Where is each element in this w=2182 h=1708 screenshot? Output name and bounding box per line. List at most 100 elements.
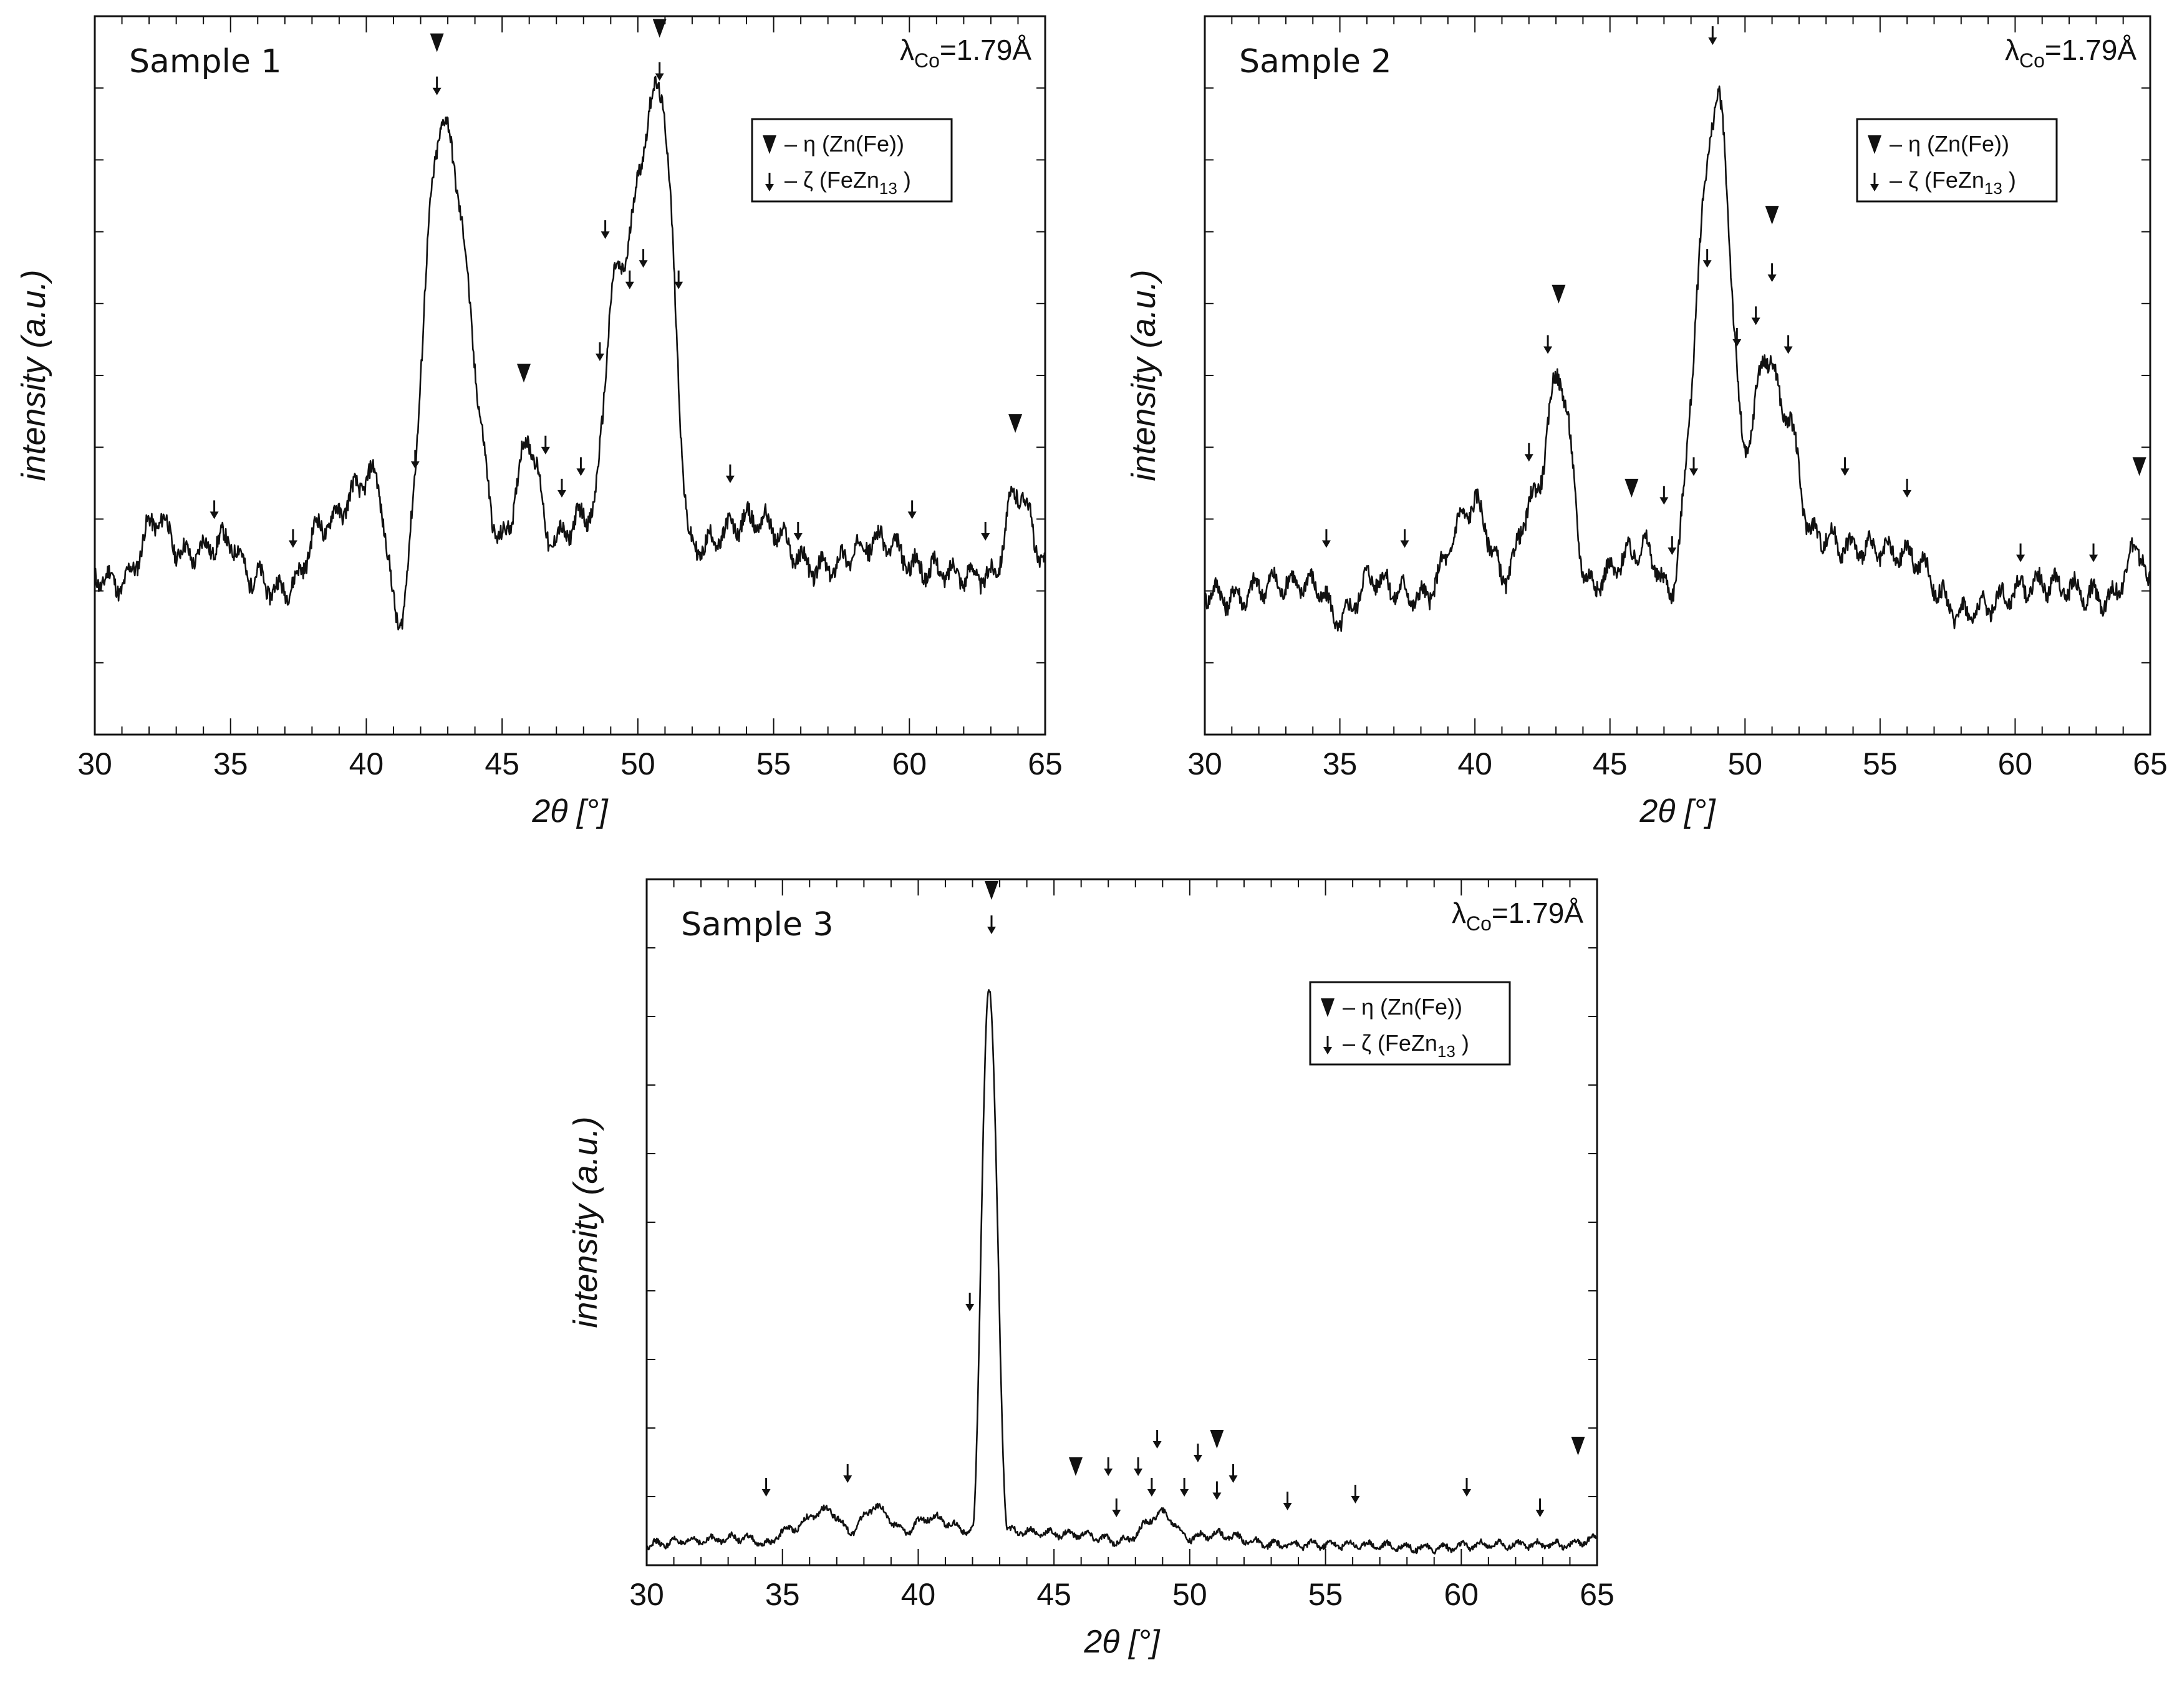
zeta-peak-marker: [1732, 327, 1742, 347]
zeta-peak-marker: [1351, 1485, 1360, 1503]
wavelength-label: λCo=1.79Å: [900, 34, 1031, 72]
legend-zeta-label: – ζ (FeZn13 ): [1343, 1030, 1469, 1061]
eta-peak-marker: [1210, 1430, 1224, 1449]
legend-eta-label: – η (Zn(Fe)): [784, 131, 904, 157]
x-tick-label: 50: [1727, 746, 1762, 781]
zeta-peak-marker: [1689, 457, 1698, 476]
y-axis: [95, 87, 1045, 663]
chart-panel-sample-1: 30 35 40 45 50 55 60 65 2θ [°] intensity (a.u.) Sa…: [15, 15, 1063, 829]
zeta-peak-marker: [725, 464, 735, 483]
zeta-peak-marker: [1147, 1478, 1156, 1497]
eta-peak-marker: [2132, 457, 2146, 476]
zeta-peak-marker: [1112, 1498, 1121, 1517]
legend-box: [1309, 981, 1511, 1066]
x-tick-label: 55: [756, 746, 791, 781]
zeta-peak-marker: [595, 342, 604, 361]
x-tick-label: 65: [1028, 746, 1063, 781]
zeta-peak-marker: [576, 457, 586, 476]
x-tick-label: 60: [892, 746, 927, 781]
x-axis: 30 35 40 45 50 55 60 65: [629, 879, 1615, 1612]
legend-eta-marker: [763, 135, 776, 154]
zeta-peak-marker: [1524, 443, 1533, 462]
zeta-peak-marker: [1152, 1430, 1162, 1449]
x-tick-label: 35: [1323, 746, 1358, 781]
zeta-peak-marker: [1543, 335, 1553, 354]
x-tick-label: 45: [1036, 1577, 1071, 1612]
y-axis-title: intensity (a.u.): [1125, 269, 1162, 481]
legend-zeta-marker: [1870, 173, 1879, 191]
y-axis-title: intensity (a.u.): [567, 1116, 604, 1328]
zeta-peak-marker: [541, 435, 550, 455]
y-axis: [1205, 87, 2150, 663]
eta-peak-marker: [1552, 284, 1566, 304]
zeta-peak-marker: [639, 249, 648, 268]
eta-peak-marker: [984, 881, 998, 900]
xrd-pattern-line: [94, 75, 1046, 630]
zeta-peak-marker: [1659, 486, 1669, 505]
x-axis: 30 35 40 45 50 55 60 65: [1187, 16, 2168, 781]
zeta-peak-marker: [1535, 1498, 1545, 1517]
zeta-peak-marker: [1180, 1478, 1189, 1497]
zeta-peak-marker: [655, 62, 664, 81]
sample-label: Sample 3: [681, 906, 834, 943]
zeta-peak-marker: [1751, 306, 1760, 326]
legend-zeta-marker: [765, 173, 774, 191]
zeta-peak-marker: [1668, 536, 1677, 555]
x-tick-label: 55: [1308, 1577, 1343, 1612]
zeta-peak-marker: [1840, 457, 1850, 476]
zeta-peak-marker: [288, 529, 297, 548]
x-tick-label: 45: [485, 746, 519, 781]
zeta-peak-marker: [1193, 1444, 1202, 1462]
x-tick-label: 60: [1998, 746, 2033, 781]
legend-zeta-label: – ζ (FeZn13 ): [784, 167, 911, 198]
zeta-peak-marker: [1767, 263, 1777, 282]
legend: – η (Zn(Fe)) – ζ (FeZn13 ): [1856, 118, 2058, 203]
zeta-peak-marker: [1903, 478, 1912, 498]
zeta-peak-marker: [1462, 1478, 1471, 1497]
legend-box: [1856, 118, 2058, 203]
x-tick-label: 60: [1444, 1577, 1479, 1612]
legend-box: [751, 118, 953, 203]
zeta-peak-marker: [210, 500, 219, 519]
eta-peak-marker: [1624, 478, 1639, 498]
wavelength-label: λCo=1.79Å: [1452, 897, 1583, 935]
zeta-peak-marker: [1702, 249, 1712, 268]
zeta-peak-marker: [907, 500, 917, 519]
x-tick-label: 30: [77, 746, 112, 781]
wavelength-label: λCo=1.79Å: [2005, 34, 2136, 72]
legend-eta-marker: [1868, 135, 1881, 154]
sample-label: Sample 2: [1239, 43, 1392, 80]
x-axis-title: 2θ [°]: [531, 793, 609, 829]
zeta-peak-marker: [1104, 1457, 1113, 1476]
x-tick-label: 65: [2133, 746, 2168, 781]
zeta-peak-marker: [2016, 543, 2025, 562]
eta-peak-marker: [430, 33, 444, 52]
zeta-peak-marker: [410, 450, 420, 469]
chart-panel-sample-3: 30 35 40 45 50 55 60 65 2θ [°] intensity (a.u.) Sa…: [567, 878, 1615, 1660]
legend-zeta-marker: [1323, 1036, 1332, 1054]
x-tick-label: 40: [901, 1577, 936, 1612]
chart-panel-sample-2: 30 35 40 45 50 55 60 65 2θ [°] intensity (a.u.) Sa…: [1125, 15, 2168, 829]
zeta-peak-marker: [1283, 1492, 1292, 1510]
zeta-peak-marker: [843, 1464, 852, 1483]
xrd-pattern-line: [645, 989, 1598, 1555]
y-axis-title: intensity (a.u.): [15, 269, 52, 481]
eta-peak-marker: [1068, 1457, 1083, 1476]
y-axis: [647, 947, 1597, 1497]
zeta-peak-marker: [1400, 529, 1409, 548]
x-tick-label: 40: [349, 746, 384, 781]
x-axis-title: 2θ [°]: [1083, 1624, 1161, 1660]
zeta-peak-marker: [1784, 335, 1793, 354]
sample-label: Sample 1: [129, 43, 282, 80]
zeta-peak-marker: [1134, 1457, 1143, 1476]
zeta-peak-marker: [557, 478, 566, 498]
peak-markers: [761, 881, 1585, 1517]
zeta-peak-marker: [674, 270, 683, 289]
legend: – η (Zn(Fe)) – ζ (FeZn13 ): [751, 118, 953, 203]
legend-zeta-label: – ζ (FeZn13 ): [1890, 167, 2016, 198]
x-tick-label: 55: [1863, 746, 1898, 781]
zeta-peak-marker: [2089, 543, 2098, 562]
legend-eta-label: – η (Zn(Fe)): [1343, 994, 1462, 1020]
zeta-peak-marker: [1212, 1481, 1222, 1500]
